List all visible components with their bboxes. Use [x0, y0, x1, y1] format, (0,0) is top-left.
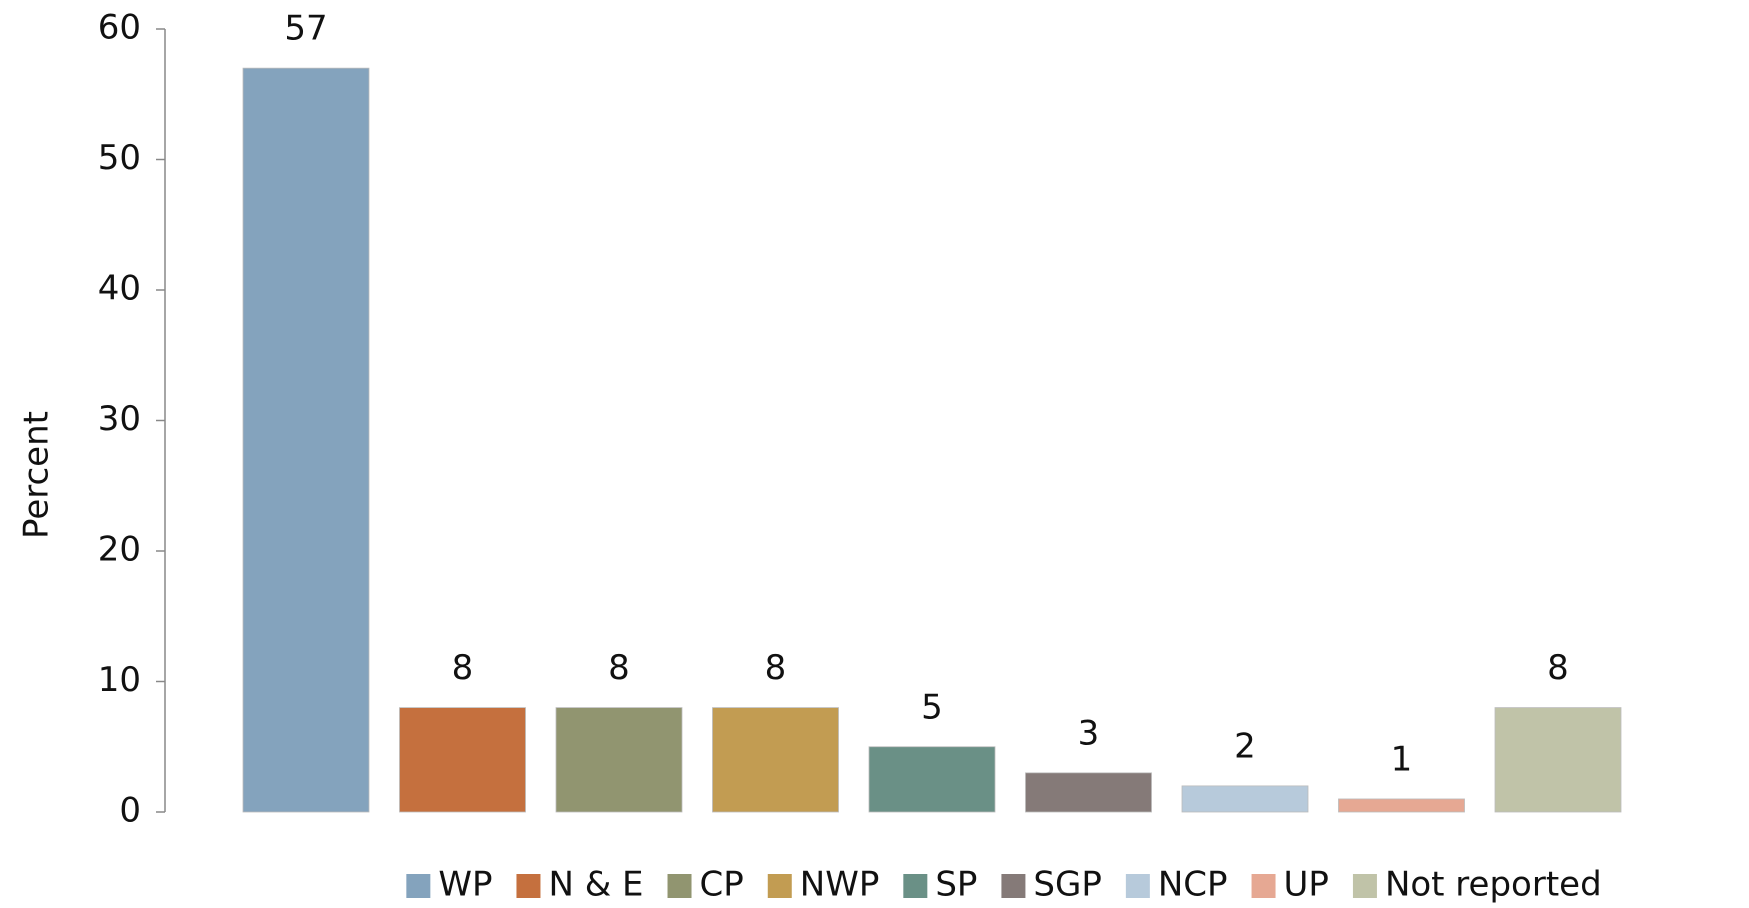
data-label: 5 — [921, 687, 943, 727]
legend-swatch — [1001, 874, 1026, 898]
y-tick-label: 20 — [98, 530, 141, 570]
legend-swatch — [903, 874, 928, 898]
data-label: 57 — [284, 9, 327, 49]
y-tick-label: 40 — [98, 269, 141, 309]
legend-swatch — [1352, 874, 1377, 898]
legend-swatch — [1125, 874, 1150, 898]
data-label: 1 — [1391, 739, 1413, 779]
data-label: 8 — [1547, 648, 1569, 688]
bar — [399, 707, 526, 813]
legend-label: UP — [1284, 865, 1329, 905]
bar — [1338, 798, 1465, 813]
legend-swatch — [406, 874, 431, 898]
legend-swatch — [667, 874, 692, 898]
legend-label: NWP — [800, 865, 880, 905]
legend-label: WP — [438, 865, 492, 905]
data-label: 8 — [765, 648, 787, 688]
bar — [242, 67, 370, 813]
legend-label: SGP — [1033, 865, 1101, 905]
bar — [555, 707, 683, 813]
data-label: 8 — [608, 648, 630, 688]
legend-label: SP — [935, 865, 977, 905]
bar — [868, 746, 996, 813]
legend-swatch — [516, 874, 541, 898]
bar — [1025, 772, 1152, 813]
data-label: 2 — [1234, 726, 1256, 766]
bar — [1181, 785, 1309, 813]
y-tick-label: 30 — [98, 399, 141, 439]
y-axis-label: Percent — [17, 411, 57, 539]
bar — [712, 707, 839, 813]
legend-label: NCP — [1158, 865, 1228, 905]
legend-label: Not reported — [1385, 865, 1602, 905]
y-tick-label: 50 — [98, 138, 141, 178]
data-label: 3 — [1078, 713, 1100, 753]
legend-label: N & E — [548, 865, 643, 905]
y-tick-label: 0 — [119, 791, 141, 831]
legend-swatch — [1251, 874, 1276, 898]
legend-label: CP — [700, 865, 744, 905]
y-tick-label: 60 — [98, 8, 141, 48]
bar — [1494, 707, 1622, 813]
y-tick-label: 10 — [98, 660, 141, 700]
data-label: 8 — [452, 648, 474, 688]
legend-swatch — [767, 874, 792, 898]
